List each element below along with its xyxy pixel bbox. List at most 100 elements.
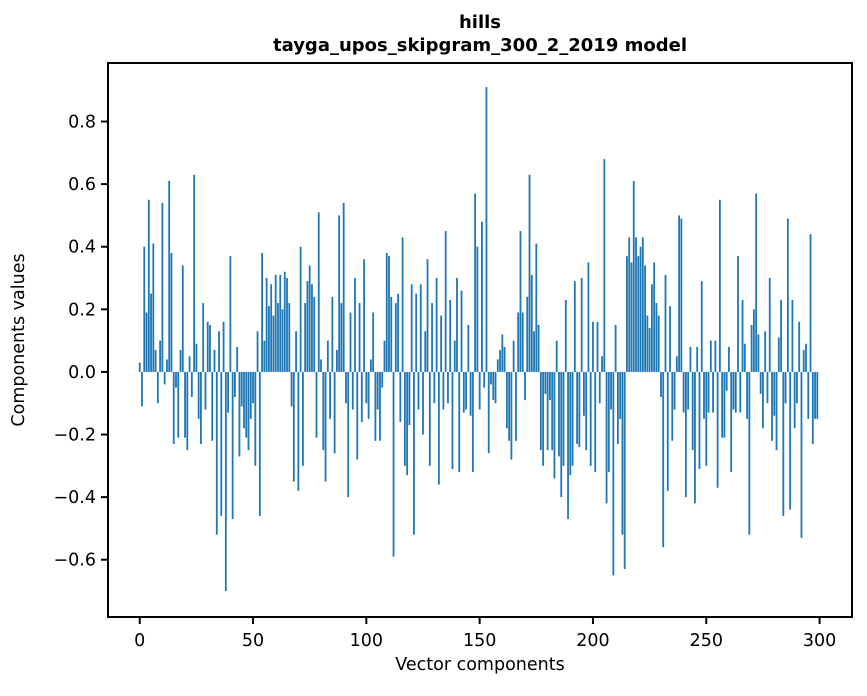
bar (641, 237, 644, 372)
bar (560, 371, 563, 498)
bar (388, 256, 390, 372)
bar (335, 350, 338, 372)
bar (712, 371, 714, 413)
bar (365, 371, 368, 404)
bar (576, 371, 579, 444)
bar (573, 281, 576, 372)
bar (816, 371, 819, 419)
bar (333, 371, 336, 454)
bar (442, 371, 445, 410)
bar (469, 371, 472, 416)
bar (204, 371, 207, 410)
bar (662, 371, 665, 548)
x-tick-label: 300 (803, 631, 836, 651)
bar (558, 371, 560, 457)
bar (607, 371, 610, 473)
bar (682, 371, 685, 413)
bar (771, 371, 773, 441)
bar (281, 309, 284, 372)
bar (614, 324, 617, 372)
bar (530, 274, 533, 372)
bar (551, 371, 554, 451)
bar-series (138, 87, 819, 592)
x-tick-label: 200 (576, 631, 609, 651)
bar (481, 221, 483, 372)
bar (635, 237, 637, 372)
bar (188, 356, 191, 372)
bar (444, 231, 447, 372)
bar (184, 371, 186, 438)
bar (673, 371, 676, 410)
bar (553, 371, 556, 479)
bar (311, 284, 313, 372)
bar (268, 306, 270, 372)
bar (784, 371, 787, 404)
bar (723, 371, 726, 438)
bar (403, 371, 406, 466)
bar (571, 371, 574, 466)
bar (243, 371, 245, 429)
bar (562, 371, 565, 466)
bar (451, 371, 454, 469)
bar (567, 371, 569, 520)
y-tick-label: 0.8 (68, 113, 96, 133)
bar (458, 371, 461, 473)
bar (807, 371, 810, 419)
bar (356, 371, 359, 460)
bar (709, 340, 712, 372)
bar (200, 371, 202, 444)
bar (401, 237, 404, 372)
bar (596, 321, 599, 372)
bar (494, 371, 497, 404)
bar (369, 359, 372, 372)
bar (410, 284, 413, 372)
bar (580, 278, 583, 372)
bar (172, 371, 175, 444)
bar (505, 371, 508, 429)
bar (809, 234, 812, 372)
bar (428, 371, 431, 466)
bar (234, 371, 236, 397)
bar (256, 331, 259, 372)
bar (231, 371, 234, 520)
bar (351, 371, 354, 410)
bar (456, 278, 458, 372)
bar (705, 371, 708, 466)
bar (347, 371, 350, 498)
bar (286, 278, 288, 372)
bar (197, 371, 200, 419)
bar (492, 371, 495, 401)
bar (601, 356, 603, 372)
bar (168, 181, 171, 372)
bar (485, 87, 488, 372)
bar (408, 371, 411, 426)
bar (748, 371, 751, 535)
bar (249, 371, 252, 419)
bar (292, 371, 295, 482)
bar (215, 371, 218, 535)
bar (277, 303, 279, 372)
bar (379, 371, 381, 441)
bar (764, 331, 767, 372)
bar (737, 256, 739, 372)
bar (680, 218, 683, 372)
bar (752, 309, 755, 372)
bar (290, 371, 293, 407)
y-tick-label: −0.2 (54, 426, 97, 446)
bar (721, 371, 724, 438)
bar (360, 371, 363, 423)
bar (626, 256, 628, 372)
bar (437, 371, 440, 485)
bar (773, 371, 776, 416)
bar (501, 334, 504, 372)
bar (143, 246, 146, 372)
bar (299, 246, 302, 372)
bar (750, 324, 753, 372)
x-tick-label: 0 (134, 631, 145, 651)
bar (689, 346, 692, 372)
bar (648, 328, 651, 372)
bar (700, 281, 703, 372)
bar (383, 340, 386, 372)
bar (166, 359, 168, 372)
